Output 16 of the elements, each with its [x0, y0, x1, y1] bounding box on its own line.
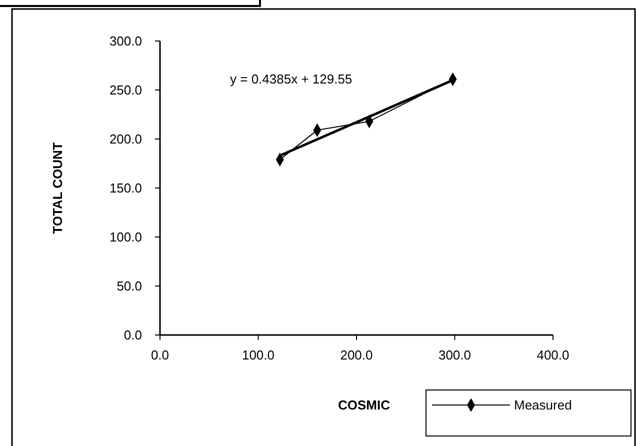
- x-tick-label: 400.0: [536, 348, 570, 363]
- y-tick-label: 200.0: [109, 132, 142, 147]
- x-tick-label: 0.0: [150, 348, 170, 363]
- y-tick-label: 300.0: [109, 34, 142, 49]
- x-tick-label: 100.0: [242, 348, 275, 363]
- y-axis-title: TOTAL COUNT: [50, 142, 65, 234]
- y-tick-label: 100.0: [109, 230, 142, 245]
- y-tick-label: 0.0: [124, 328, 142, 343]
- annotation: y = 0.4385x + 129.55: [230, 72, 352, 87]
- y-tick-label: 250.0: [109, 82, 142, 98]
- y-tick-label: 50.0: [116, 278, 142, 294]
- x-tick-label: 300.0: [438, 348, 472, 363]
- x-axis-title: COSMIC: [338, 398, 391, 413]
- y-tick-label: 150.0: [109, 180, 142, 196]
- text: Measured: [514, 398, 572, 413]
- x-tick-label: 200.0: [340, 348, 373, 363]
